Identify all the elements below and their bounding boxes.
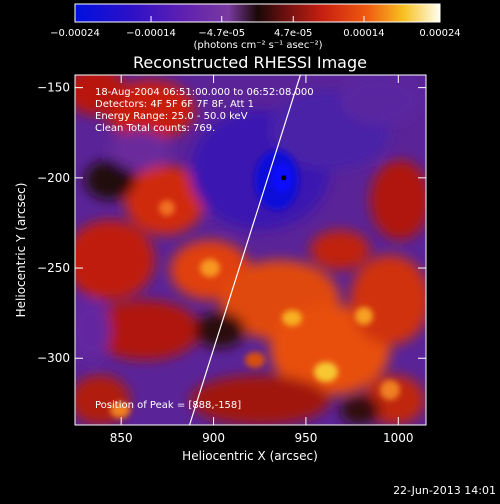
annotation-line: 18-Aug-2004 06:51:00.000 to 06:52:08.000 (95, 87, 314, 98)
peak-position-label: Position of Peak = [888,-158] (95, 400, 241, 411)
x-tick-label: 1000 (383, 431, 414, 445)
colorbar-tick-label: −0.00024 (50, 28, 100, 39)
peak-marker (281, 175, 287, 181)
colorbar-ticks: −0.00024 −0.00014 −4.7e-05 4.7e-05 0.00014 0.… (50, 16, 461, 39)
solar-limb-line (188, 75, 301, 425)
colorbar-unit-label: (photons cm⁻² s⁻¹ asec⁻²) (193, 40, 322, 51)
plot-frame (74, 74, 427, 426)
colorbar-tick-label: −0.00014 (126, 28, 176, 39)
colorbar (74, 3, 441, 23)
chart-title: Reconstructed RHESSI Image (133, 53, 367, 72)
y-tick-label: −150 (37, 81, 70, 95)
x-tick-label: 950 (294, 431, 317, 445)
y-axis-ticks: −150 −200 −250 −300 (37, 81, 426, 365)
colorbar-tick-label: 0.00014 (343, 28, 384, 39)
annotation-line: Detectors: 4F 5F 6F 7F 8F, Att 1 (95, 99, 254, 110)
colorbar-tick-label: 4.7e-05 (274, 28, 312, 39)
colorbar-tick-label: −4.7e-05 (198, 28, 245, 39)
annotation-line: Clean Total counts: 769. (95, 123, 215, 134)
x-tick-label: 900 (202, 431, 225, 445)
observation-annotations: 18-Aug-2004 06:51:00.000 to 06:52:08.000… (95, 87, 314, 134)
heatmap-image (75, 75, 426, 425)
y-tick-label: −300 (37, 351, 70, 365)
y-tick-label: −200 (37, 171, 70, 185)
footer-date: 22-Jun-2013 14:01 (393, 484, 496, 497)
annotation-line: Energy Range: 25.0 - 50.0 keV (95, 111, 248, 122)
colorbar-tick-label: 0.00024 (419, 28, 460, 39)
x-tick-label: 850 (110, 431, 133, 445)
y-tick-label: −250 (37, 261, 70, 275)
x-axis-label: Heliocentric X (arcsec) (182, 449, 318, 463)
x-axis-ticks: 850 900 950 1000 (110, 75, 414, 445)
y-axis-label: Heliocentric Y (arcsec) (14, 183, 28, 318)
